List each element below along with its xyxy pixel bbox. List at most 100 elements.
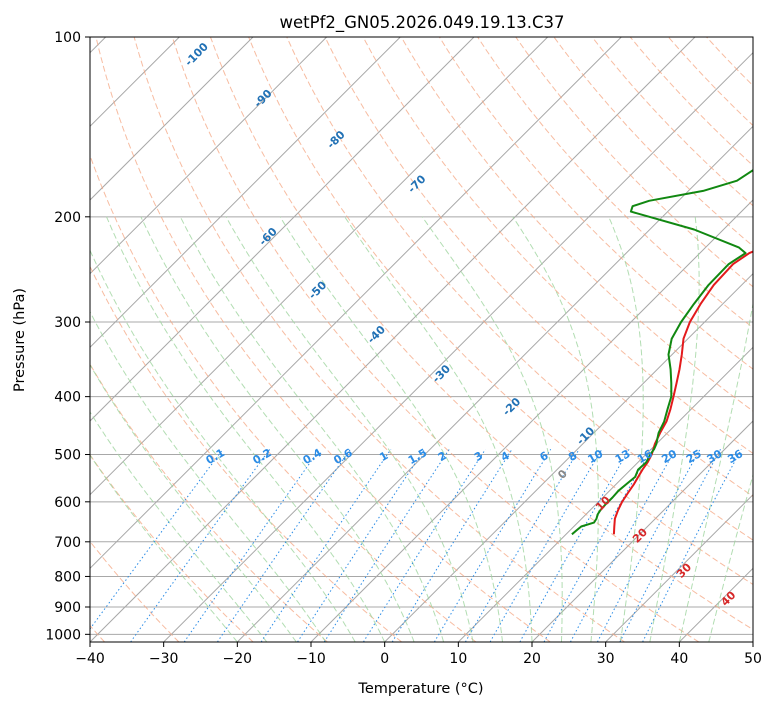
- dry-adiabat-label: 30: [674, 560, 694, 580]
- mixing-ratio-line: [90, 448, 224, 630]
- x-tick-label: 10: [449, 651, 467, 667]
- isotherm-line: [531, 420, 753, 642]
- y-tick-label: 300: [54, 315, 81, 331]
- moist-adiabat-line: [608, 216, 644, 642]
- isotherm-line: [236, 125, 753, 642]
- moist-adiabat-line: [708, 473, 753, 642]
- y-tick-label: 1000: [45, 627, 81, 643]
- mixing-ratio-line: [596, 449, 701, 642]
- mixing-ratio-label: 1.5: [406, 446, 429, 467]
- dry-adiabat-line: [90, 363, 328, 642]
- mixing-ratio-label: 0.6: [331, 446, 355, 467]
- dry-adiabat-line: [515, 37, 753, 288]
- isotherm-line: [310, 199, 753, 642]
- dry-adiabat-line: [438, 37, 753, 370]
- isotherm-line: [90, 37, 475, 422]
- moist-adiabat-line: [279, 216, 503, 642]
- isotherm-line: [605, 493, 753, 642]
- mixing-ratio-line: [297, 449, 426, 642]
- mixing-ratio-label: 6: [538, 449, 551, 464]
- moist-adiabat-line: [678, 301, 753, 642]
- mixing-ratio-label: 10: [586, 447, 606, 466]
- dry-adiabat-line: [90, 453, 254, 642]
- y-tick-label: 900: [54, 600, 81, 616]
- mixing-ratio-line: [130, 449, 271, 642]
- dry-adiabat-line: [90, 154, 477, 642]
- saturation-temp-label: -60: [257, 225, 280, 248]
- moist-adiabat-line: [179, 216, 445, 642]
- moist-adiabat-line: [90, 411, 268, 642]
- mixing-ratio-line: [464, 449, 580, 642]
- mixing-ratio-label: 0.2: [251, 446, 274, 467]
- mixing-ratio-label: 20: [659, 447, 679, 466]
- dry-adiabat-line: [629, 37, 753, 167]
- y-tick-label: 100: [54, 30, 81, 46]
- mixing-ratio-line: [323, 449, 450, 642]
- isotherm-line: [90, 37, 622, 570]
- mixing-ratio-line: [183, 449, 321, 642]
- isotherm-line: [678, 567, 753, 642]
- saturation-temp-label: -80: [324, 128, 347, 151]
- isotherm-line: [457, 346, 753, 642]
- isotherm-line: [752, 641, 753, 642]
- isotherm-line: [90, 37, 254, 201]
- dewpoint-profile-line: [571, 169, 753, 536]
- mixing-ratio-line: [569, 449, 676, 642]
- y-tick-label: 400: [54, 390, 81, 406]
- y-tick-label: 700: [54, 535, 81, 551]
- mixing-ratio-label: 2: [436, 449, 449, 464]
- saturation-temp-label: -100: [182, 40, 211, 69]
- mixing-ratio-label: 1: [377, 449, 390, 464]
- dry-adiabat-label: 10: [593, 493, 613, 513]
- isotherm-line: [90, 37, 696, 642]
- isotherm-line: [384, 272, 753, 642]
- saturation-temp-label: -20: [500, 395, 523, 418]
- isotherm-line: [90, 37, 549, 496]
- dry-adiabat-line: [324, 37, 753, 498]
- dry-adiabat-label: 20: [630, 525, 650, 545]
- mixing-ratio-line: [619, 449, 721, 642]
- x-axis-label: Temperature (°C): [357, 681, 483, 697]
- isotherm-line: [90, 37, 328, 275]
- moist-adiabat-line: [90, 249, 356, 642]
- dry-adiabat-line: [477, 37, 753, 329]
- x-tick-label: 20: [523, 651, 541, 667]
- plot-frame: [89, 36, 754, 643]
- dry-adiabat-label: 40: [718, 588, 738, 608]
- mixing-ratio-line: [362, 449, 486, 642]
- x-tick-label: −20: [223, 651, 253, 667]
- mixing-ratio-line: [216, 449, 351, 642]
- dry-adiabat-line: [248, 37, 753, 586]
- mixing-ratio-line: [391, 449, 513, 642]
- y-axis-label: Pressure (hPa): [12, 288, 28, 392]
- mixing-ratio-label: 3: [472, 449, 485, 464]
- mixing-ratio-label: 13: [613, 447, 633, 466]
- x-tick-label: 40: [670, 651, 688, 667]
- y-tick-label: 600: [54, 495, 81, 511]
- dry-adiabat-line: [553, 37, 753, 247]
- isotherm-line: [90, 37, 401, 349]
- moist-adiabat-line: [649, 216, 700, 642]
- dry-adiabat-line: [591, 37, 753, 207]
- moist-adiabat-line: [90, 454, 238, 642]
- isotherm-line: [163, 51, 753, 642]
- dry-adiabat-line: [210, 37, 753, 631]
- temperature-profile-line: [612, 250, 753, 535]
- moist-adiabat-line: [90, 310, 327, 642]
- moist-adiabat-line: [106, 216, 386, 642]
- dry-adiabat-line: [706, 37, 753, 87]
- moist-adiabat-line: [421, 216, 563, 642]
- axes: −40 −30 −20 −10 0 10 20 30 40 5010020030040050060…: [45, 30, 762, 667]
- x-tick-label: −40: [75, 651, 105, 667]
- x-tick-label: 30: [597, 651, 615, 667]
- x-tick-label: 0: [380, 651, 389, 667]
- mixing-ratio-label: 0.4: [301, 446, 325, 467]
- dry-adiabat-line: [362, 37, 753, 455]
- dry-adiabat-label: 0: [555, 467, 570, 482]
- dry-adiabat-line: [133, 37, 625, 642]
- mixing-ratio-label: 25: [684, 447, 704, 466]
- y-tick-label: 200: [54, 210, 81, 226]
- saturation-temp-label: -10: [574, 424, 597, 447]
- chart-title: wetPf2_GN05.2026.049.19.13.C37: [280, 13, 565, 33]
